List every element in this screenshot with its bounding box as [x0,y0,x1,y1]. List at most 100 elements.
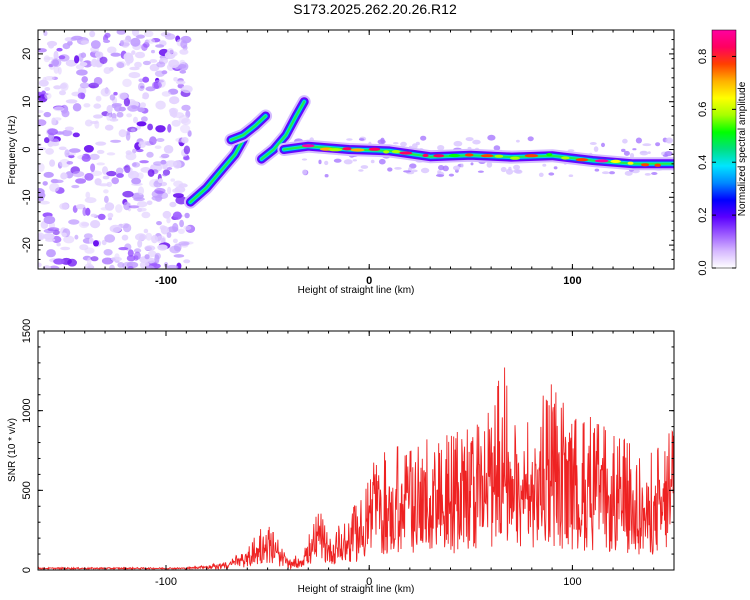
noise-blob [86,257,92,266]
noise-blob [95,141,107,146]
noise-blob [43,171,54,178]
noise-blob [111,177,119,185]
noise-blob [47,227,60,232]
noise-blob [96,149,105,154]
noise-blob [133,255,139,261]
noise-blob [90,220,101,229]
noise-blob [89,30,96,38]
colorbar: 0.0 0.2 0.4 0.6 0.8 Normalized spectral ampl… [697,29,748,276]
noise-blob [130,37,141,47]
noise-blob [96,162,105,166]
noise-blob [114,253,120,261]
y-tick-label: 500 [21,481,33,499]
noise-blob [514,169,523,174]
noise-blob [548,172,555,176]
ridge-hotspot [342,147,352,151]
colorbar-label: Normalized spectral amplitude [737,81,748,216]
y-tick-label: -20 [21,237,33,253]
noise-blob [164,33,176,40]
noise-blob [62,43,71,50]
noise-blob [74,234,79,240]
noise-blob [79,221,89,229]
noise-blob [119,40,124,47]
noise-blob [644,173,651,176]
ridge-segment-2 [260,100,306,161]
noise-blob [179,219,185,228]
noise-blob [149,59,158,63]
colorbar-tick-label: 0.4 [697,155,709,170]
noise-blob [106,152,116,156]
noise-blob [156,221,162,226]
noise-blob [44,87,51,91]
noise-blob [181,137,189,144]
noise-blob [184,212,190,219]
noise-blob [60,83,67,89]
noise-blob [170,178,175,182]
noise-blob [126,255,136,262]
noise-blob [165,160,178,168]
snr-frame [37,330,675,571]
snr-x-axis-label: Height of straight line (km) [298,584,415,595]
noise-blob [94,51,104,58]
noise-blob [118,247,129,251]
noise-blob [122,223,132,233]
noise-blob [302,169,308,175]
noise-blob [593,146,599,152]
noise-blob [167,186,172,195]
y-tick-label: -10 [21,189,33,205]
noise-blob [180,124,191,134]
x-tick-label: 0 [366,576,372,588]
ridge-hotspot [546,153,553,157]
noise-blob [128,205,140,209]
spectrogram-x-ticks: -100 0 100 [43,30,675,287]
noise-blob [95,95,102,102]
noise-blob [72,103,82,112]
noise-blob [181,85,193,94]
noise-blob [65,59,77,67]
noise-blob [179,70,187,74]
noise-blob [183,225,192,231]
ridge-hotspot [524,154,539,158]
noise-blob [662,154,669,158]
noise-blob [177,228,185,234]
noise-blob [460,163,464,168]
noise-blob [527,136,534,142]
y-tick-label: 1000 [21,398,33,422]
noise-blob [85,191,91,199]
noise-blob [56,242,61,247]
noise-blob [160,153,170,159]
noise-blob [102,166,108,175]
noise-blob [142,76,150,83]
noise-blob [180,40,188,49]
y-tick-label: 10 [21,96,33,108]
noise-blob [84,119,93,127]
noise-blob [487,134,496,141]
noise-blob [48,265,60,269]
noise-blob [121,234,129,241]
noise-blob [83,103,91,108]
noise-blob [90,40,101,49]
noise-blob [154,145,162,149]
noise-blob [84,263,94,269]
noise-blob [516,139,520,143]
noise-blob [567,149,575,152]
noise-blob [53,85,62,90]
noise-blob [109,224,122,233]
noise-blob [42,233,55,240]
colorbar-ticks: 0.0 0.2 0.4 0.6 0.8 [697,49,736,276]
noise-blob [60,172,68,180]
noise-blob [79,62,88,67]
noise-blob [151,235,158,244]
noise-blob [134,61,142,68]
noise-blob [623,150,630,156]
ridge-hotspot [510,156,520,160]
ridge-hotspot [654,163,661,167]
noise-blob [145,86,156,92]
noise-blob [101,257,114,265]
noise-blob [172,188,181,193]
noise-blob [589,142,597,145]
noise-blob [94,120,100,129]
noise-blob [360,165,369,169]
ridge-hotspot [561,156,570,160]
noise-blob [51,179,64,184]
